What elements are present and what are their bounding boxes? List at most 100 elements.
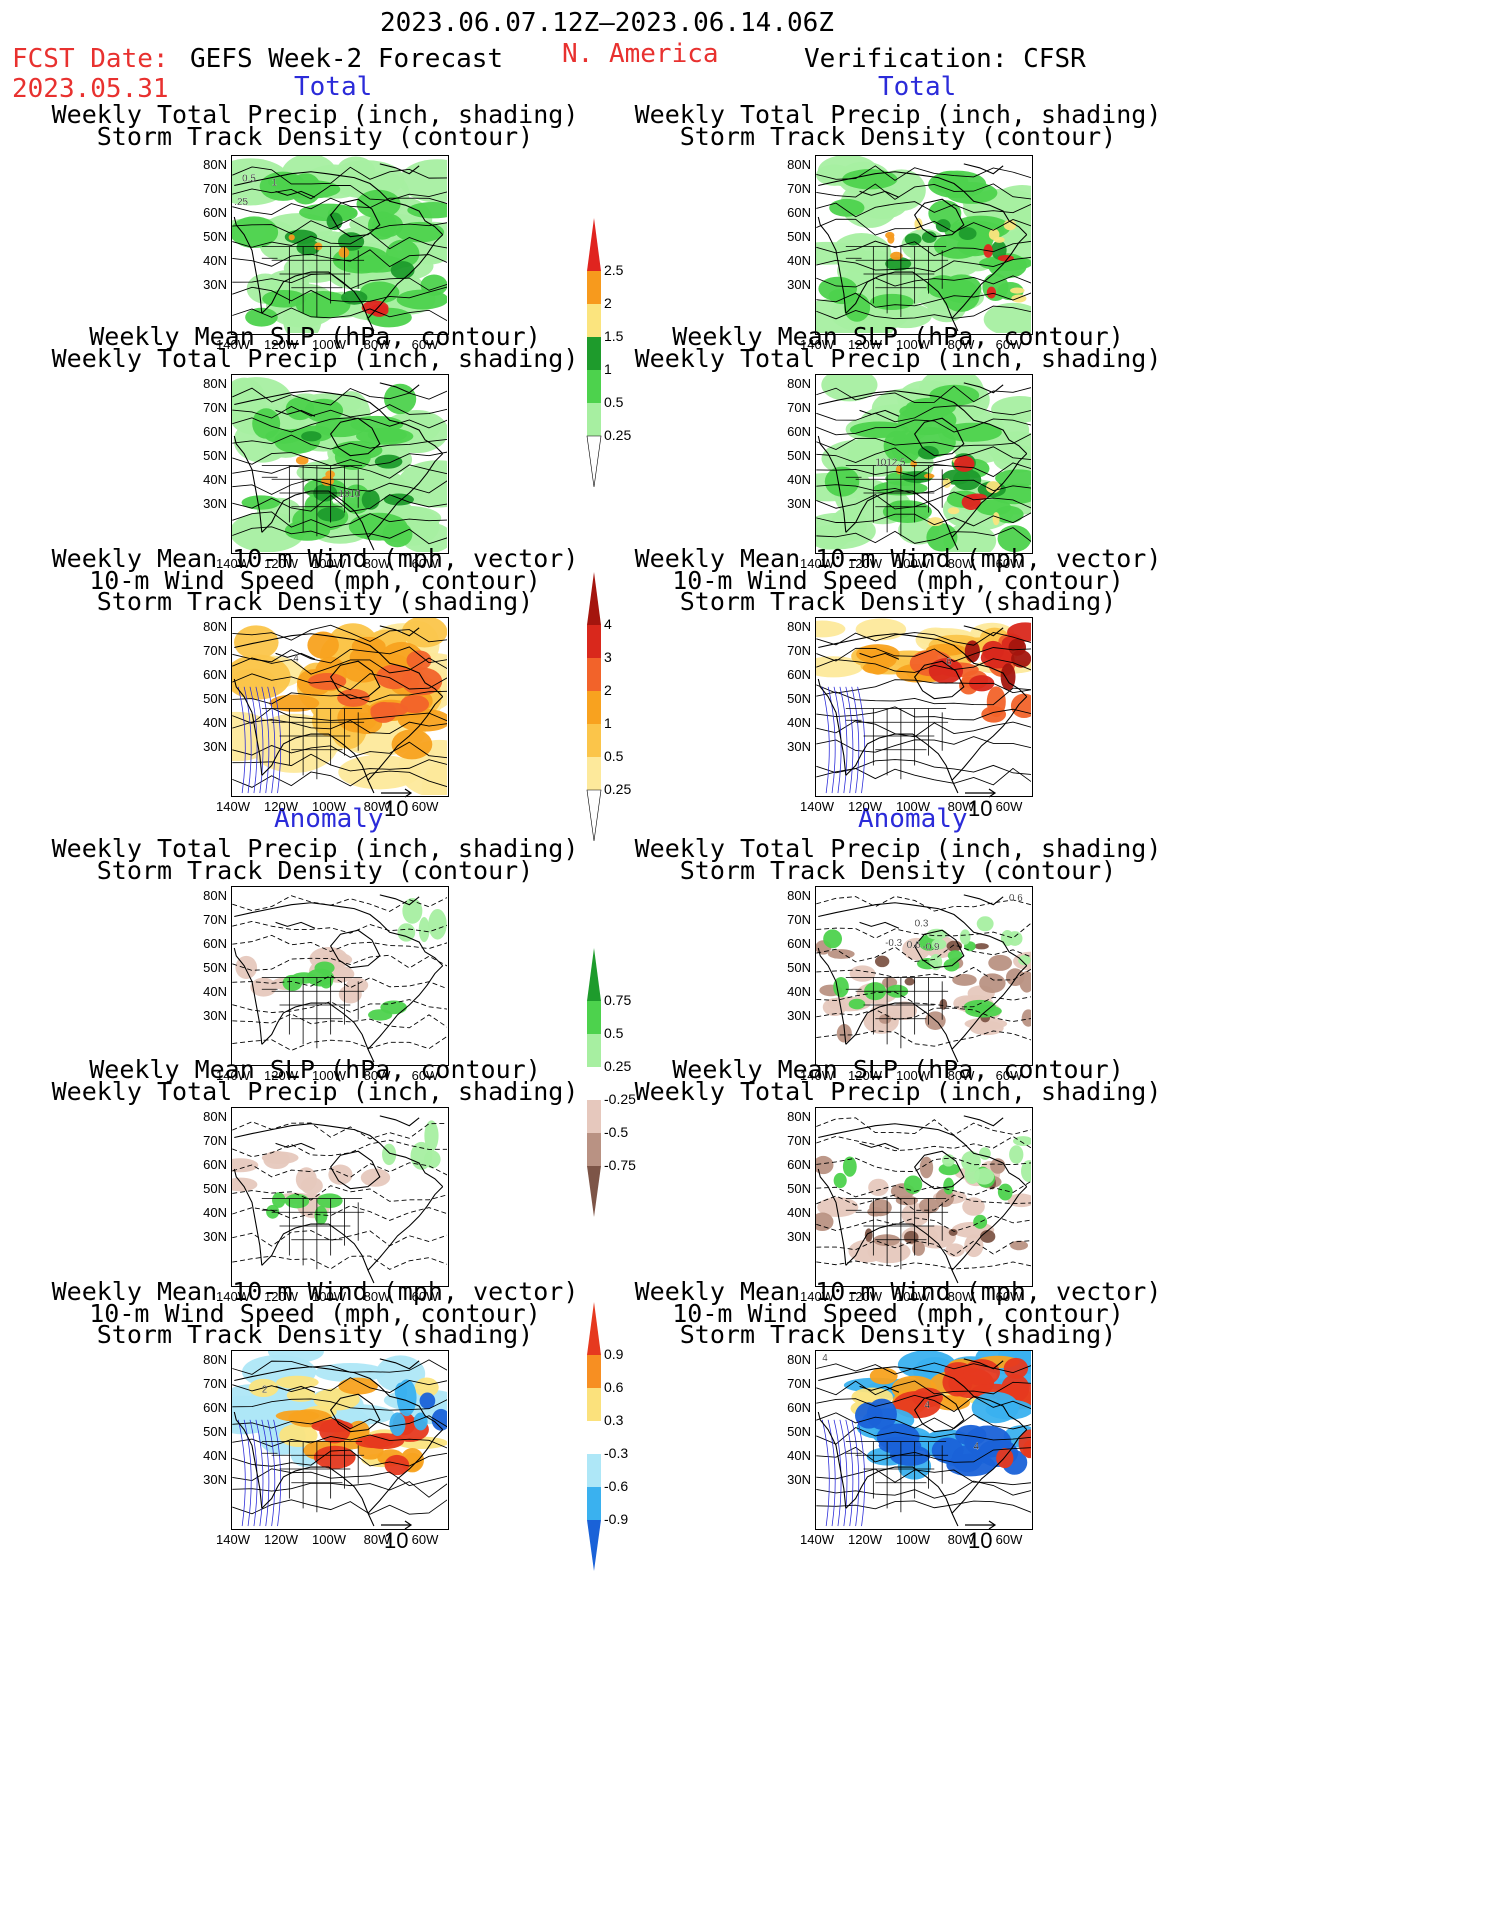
colorbar-segment [587,1421,601,1454]
shading-blob [931,938,947,950]
vector-scale-fcst-anom-label: 10 [384,1528,409,1553]
colorbar-segment [587,1100,601,1133]
map-fcst-total-slp-svg: 1010 [232,377,447,552]
lat-tick-label: 50N [203,448,227,463]
lat-tick-label: 80N [203,619,227,634]
contour-line [232,197,447,215]
shading-blob [397,923,416,942]
shading-blob [369,304,389,317]
state-borders [845,1441,949,1513]
colorbar-track-anom-label: 0.3 [604,1412,624,1428]
shading-blob [914,218,923,231]
shading-blob [943,523,997,552]
caption-obs-total-precip-line-2: Storm Track Density (contour) [679,121,1117,151]
contour-line [816,418,1031,436]
contour-line [232,1398,447,1411]
contour-line [816,767,1031,786]
contour-line [816,1260,1031,1270]
contour-line [816,292,1031,308]
contour-line [816,256,1031,273]
contour-line [232,646,447,664]
coastline [817,1358,1028,1527]
caption-fcst-total-slp-line-2: Weekly Total Precip (inch, shading) [51,343,579,373]
lat-tick-label: 60N [203,667,227,682]
colorbar-segment [587,1001,601,1034]
lat-tick-label: 30N [203,739,227,754]
contour-line [816,527,1031,544]
contour-line [232,307,447,322]
lon-tick-label: 100W [896,556,930,571]
shading-blob [978,1147,991,1160]
lon-tick-label: 100W [312,337,346,352]
lon-tick-label: 140W [800,556,834,571]
lat-tick-label: 80N [787,376,811,391]
shading-blob [396,289,447,310]
fcst-date-value: 2023.05.31 [12,74,169,104]
lat-tick-label: 40N [787,984,811,999]
contour-line [232,1230,447,1247]
shading-blob [401,667,443,696]
shading-blob [317,507,345,522]
shading-blob [926,928,948,940]
shading-blob [276,1375,319,1390]
section-label-total-fcst: Total [294,72,373,102]
verification-title: Verification: CFSR [804,44,1086,74]
lat-tick-label: 70N [203,1376,227,1391]
shading-blob [295,455,309,465]
wind-speed-contour [273,1419,282,1527]
lat-tick-label: 50N [203,960,227,975]
shading-blob [342,657,383,683]
contour-line [232,286,447,303]
lat-tick-label: 30N [787,1472,811,1487]
caption-obs-total-slp-line-2: Weekly Total Precip (inch, shading) [634,343,1162,373]
contour-line [816,1380,1031,1396]
shading-blob [964,1017,1008,1030]
shading-blob [816,1155,834,1175]
lon-tick-label: 140W [800,1532,834,1547]
lat-tick-label: 80N [203,1352,227,1367]
lat-tick-label: 40N [203,472,227,487]
shading-blob [232,377,293,425]
shading-blob [904,977,915,986]
lat-tick-label: 40N [787,253,811,268]
coastline [233,1358,444,1527]
colorbar-segment [587,1302,601,1355]
colorbar-precip-total-label: 2.5 [604,262,624,278]
colorbar-track-total-label: 4 [604,616,612,632]
shading-blob [338,247,350,258]
shading-blob [979,973,1006,993]
colorbar-segment [587,370,601,403]
colorbar-track-anom-label: 0.6 [604,1379,624,1395]
lat-tick-label: 50N [203,1424,227,1439]
lat-tick-label: 50N [787,1181,811,1196]
lat-tick-label: 80N [787,1352,811,1367]
caption-fcst-anom-wind-line-1: Weekly Mean 10-m Wind (mph, vector) [51,1277,579,1306]
map-obs-anom-slp-svg [816,1115,1031,1284]
shading-blob [904,233,922,246]
lon-tick-label: 60W [995,1532,1023,1547]
map-fcst-anom-slp [231,1107,449,1287]
shading-blob [919,1156,934,1179]
shading-blob [384,1454,410,1476]
shading-blob [410,1141,433,1170]
colorbar-segment [587,1487,601,1520]
contour-line [232,770,447,788]
shading-blob [823,929,843,949]
shading-blob [262,289,307,308]
contour-line [816,446,1031,464]
lon-tick-label: 140W [800,1289,834,1304]
shading-blob [988,228,1000,241]
shading-blob [941,274,982,303]
lat-tick-label: 30N [203,1008,227,1023]
shading-blob [389,1412,406,1437]
shading-blob [263,1150,290,1170]
contour-line [816,1135,1031,1152]
shading-blob [414,1377,439,1398]
contour-line [232,707,447,724]
shading-blob [431,1408,447,1431]
lon-tick-label: 60W [995,799,1023,814]
shading-blob [396,1379,417,1417]
contour-line [232,1255,447,1270]
colorbar-segment [587,1166,601,1217]
contour-line [232,184,447,201]
